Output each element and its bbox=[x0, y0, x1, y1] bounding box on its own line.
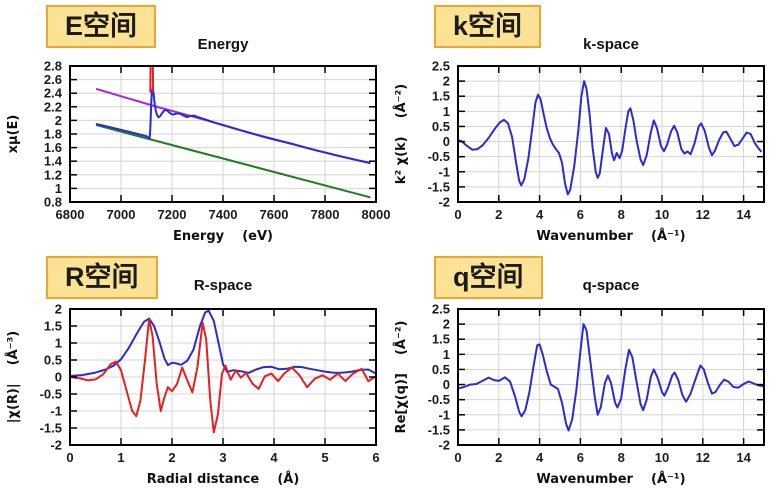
svg-text:7400: 7400 bbox=[209, 207, 238, 222]
svg-text:-1: -1 bbox=[438, 164, 450, 179]
chart-title-q-space: q-space bbox=[582, 277, 640, 294]
svg-text:6800: 6800 bbox=[56, 207, 85, 222]
svg-text:10: 10 bbox=[655, 450, 669, 465]
svg-text:12: 12 bbox=[696, 450, 710, 465]
panel-k-space: k空间 k-space 0 2 4 6 8 10 12 14 -2 -1.5 -1 -0.5 0 0.5 1… bbox=[388, 0, 776, 251]
svg-text:2: 2 bbox=[55, 113, 62, 128]
svg-text:5: 5 bbox=[321, 450, 328, 465]
svg-text:2: 2 bbox=[168, 450, 175, 465]
svg-text:7000: 7000 bbox=[107, 207, 136, 222]
chart-title-r-space: R-space bbox=[193, 277, 253, 294]
x-axis-label: Energy (eV) bbox=[173, 229, 273, 244]
svg-text:1: 1 bbox=[117, 450, 124, 465]
svg-text:7800: 7800 bbox=[311, 207, 340, 222]
chart-title-k-space: k-space bbox=[583, 36, 639, 53]
svg-text:3: 3 bbox=[219, 450, 226, 465]
k-space-badge: k空间 bbox=[434, 5, 542, 49]
svg-text:2: 2 bbox=[443, 317, 450, 332]
panel-r-space: R空间 R-space 0 1 2 3 4 5 6 -2 -1.5 -1 -0.5 0 0.5 1 1.5 2… bbox=[0, 251, 388, 503]
svg-text:1.5: 1.5 bbox=[432, 89, 450, 104]
svg-text:0: 0 bbox=[443, 134, 450, 149]
svg-text:-0.5: -0.5 bbox=[428, 149, 450, 164]
svg-text:2.8: 2.8 bbox=[44, 59, 62, 74]
svg-text:0.5: 0.5 bbox=[44, 353, 62, 368]
svg-text:7200: 7200 bbox=[158, 207, 187, 222]
svg-text:1: 1 bbox=[55, 181, 62, 196]
svg-text:-1: -1 bbox=[438, 407, 450, 422]
y-axis-label: |χ(R)| (Å⁻³) bbox=[5, 331, 21, 423]
k-space-chart: 0 2 4 6 8 10 12 14-2-1.5-1-0.500.511.522.5 k² χ… bbox=[393, 59, 765, 244]
svg-text:0.8: 0.8 bbox=[44, 195, 62, 210]
svg-text:14: 14 bbox=[736, 450, 751, 465]
svg-text:1: 1 bbox=[443, 104, 450, 119]
r-space-badge: R空间 bbox=[46, 256, 158, 300]
svg-text:12: 12 bbox=[696, 207, 710, 222]
svg-text:-1: -1 bbox=[50, 404, 62, 419]
svg-text:-2: -2 bbox=[438, 438, 450, 453]
q-space-badge: q空间 bbox=[434, 256, 543, 300]
svg-text:2.6: 2.6 bbox=[44, 72, 62, 87]
svg-text:10: 10 bbox=[655, 207, 669, 222]
svg-text:6: 6 bbox=[577, 207, 584, 222]
r-space-chart: 0 1 2 3 4 5 6 -2 -1.5 -1 -0.5 0 0.5 1 1.5 2 |χ(R)| (Å⁻³… bbox=[5, 302, 380, 488]
svg-text:-2: -2 bbox=[438, 195, 450, 210]
svg-text:-0.5: -0.5 bbox=[428, 392, 450, 407]
svg-text:-2: -2 bbox=[50, 438, 62, 453]
svg-text:0: 0 bbox=[55, 370, 62, 385]
svg-text:4: 4 bbox=[536, 207, 544, 222]
chart-title-energy: Energy bbox=[197, 36, 249, 53]
svg-text:-1.5: -1.5 bbox=[40, 421, 62, 436]
svg-text:-1.5: -1.5 bbox=[428, 179, 450, 194]
y-axis-label: Re[χ(q)] (Å⁻²) bbox=[393, 321, 409, 434]
svg-text:1: 1 bbox=[443, 347, 450, 362]
x-axis-label: Radial distance (Å) bbox=[147, 471, 300, 487]
svg-text:6: 6 bbox=[372, 450, 379, 465]
svg-text:1.8: 1.8 bbox=[44, 127, 62, 142]
panel-q-space: q空间 q-space 0 2 4 6 8 10 12 14 -2 -1.5 -1 -0.5 0 0.5 1… bbox=[388, 251, 776, 503]
y-axis-label: k² χ(k) (Å⁻²) bbox=[393, 84, 409, 184]
svg-text:4: 4 bbox=[270, 450, 278, 465]
svg-text:2: 2 bbox=[495, 450, 502, 465]
svg-text:0: 0 bbox=[454, 450, 461, 465]
svg-text:-0.5: -0.5 bbox=[40, 387, 62, 402]
svg-text:0: 0 bbox=[443, 377, 450, 392]
y-axis-label: xμ(E) bbox=[6, 115, 21, 154]
svg-text:1.5: 1.5 bbox=[432, 332, 450, 347]
svg-text:8: 8 bbox=[618, 207, 625, 222]
svg-text:6: 6 bbox=[577, 450, 584, 465]
svg-text:1.4: 1.4 bbox=[44, 154, 63, 169]
x-axis-label: Wavenumber (Å⁻¹) bbox=[536, 471, 685, 487]
svg-text:14: 14 bbox=[736, 207, 751, 222]
energy-chart: 6800 7000 7200 7400 7600 7800 80000.811.21.41.… bbox=[6, 59, 391, 245]
panel-e-space: E空间 Energy 6800 7000 7200 7400 7600 7800 8000 0… bbox=[0, 0, 391, 251]
svg-text:4: 4 bbox=[536, 450, 544, 465]
svg-text:1.2: 1.2 bbox=[44, 167, 62, 182]
svg-text:-1.5: -1.5 bbox=[428, 422, 450, 437]
svg-text:2: 2 bbox=[443, 74, 450, 89]
q-space-chart: 0 2 4 6 8 10 12 14-2-1.5-1-0.500.511.522.5 Re[χ… bbox=[393, 302, 765, 487]
svg-text:2.5: 2.5 bbox=[432, 302, 450, 317]
svg-text:1.5: 1.5 bbox=[44, 319, 62, 334]
svg-text:2.4: 2.4 bbox=[44, 86, 63, 101]
svg-text:1: 1 bbox=[55, 336, 62, 351]
svg-text:0.5: 0.5 bbox=[432, 119, 450, 134]
svg-text:0: 0 bbox=[66, 450, 73, 465]
svg-text:8: 8 bbox=[618, 450, 625, 465]
svg-text:2: 2 bbox=[55, 302, 62, 317]
svg-text:2.5: 2.5 bbox=[432, 59, 450, 74]
svg-text:0: 0 bbox=[454, 207, 461, 222]
svg-text:2.2: 2.2 bbox=[44, 99, 62, 114]
svg-text:2: 2 bbox=[495, 207, 502, 222]
e-space-badge: E空间 bbox=[46, 5, 157, 49]
x-axis-label: Wavenumber (Å⁻¹) bbox=[536, 228, 685, 244]
svg-text:1.6: 1.6 bbox=[44, 140, 62, 155]
svg-text:7600: 7600 bbox=[260, 207, 289, 222]
svg-text:0.5: 0.5 bbox=[432, 362, 450, 377]
svg-text:8000: 8000 bbox=[362, 207, 391, 222]
